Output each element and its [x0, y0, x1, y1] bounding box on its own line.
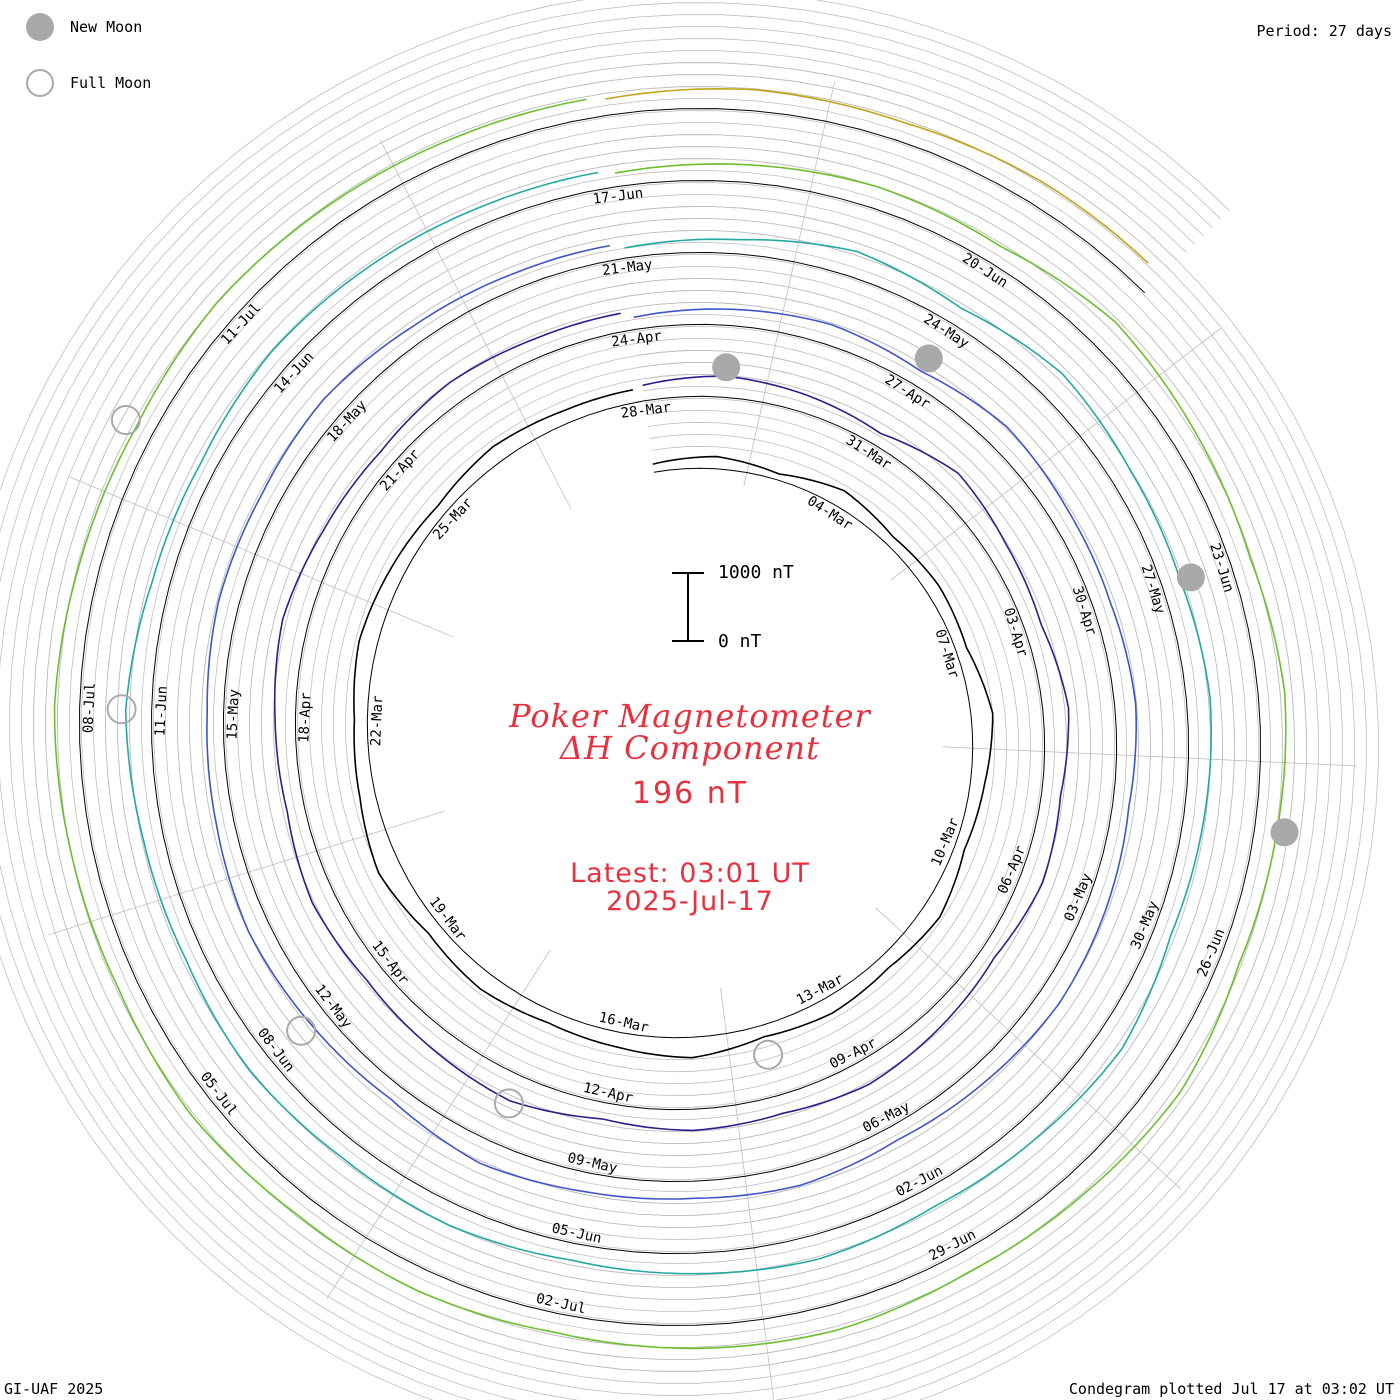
date-label: 18-May	[324, 398, 370, 446]
legend-new-moon-label: New Moon	[70, 18, 143, 36]
date-label: 09-Apr	[827, 1035, 879, 1072]
full-moon-marker	[106, 694, 137, 725]
grid-spoke	[875, 907, 1182, 1190]
series-line-0	[353, 389, 994, 1059]
date-label: 09-May	[566, 1150, 619, 1177]
date-label: 21-May	[601, 257, 653, 279]
grid-spoke	[379, 139, 572, 509]
chart-title: Poker Magnetometer ΔH Component	[390, 700, 990, 764]
grid-spoke	[48, 810, 445, 936]
date-label: 03-May	[1061, 871, 1095, 924]
full-moon-marker	[753, 1039, 784, 1070]
date-label: 05-Jun	[550, 1220, 603, 1247]
full-moon-marker	[110, 405, 141, 435]
grid-ring	[9, 38, 1331, 1396]
date-label: 28-Mar	[620, 400, 672, 422]
series-line-2	[206, 244, 1138, 1200]
date-label: 15-Apr	[368, 938, 411, 988]
date-label: 12-Apr	[582, 1080, 635, 1107]
full-moon-icon	[26, 69, 54, 97]
date-label: 22-Mar	[368, 695, 386, 746]
footer-credit: GI-UAF 2025	[4, 1380, 104, 1398]
date-label: 02-Jul	[534, 1291, 587, 1318]
grid-spoke	[720, 987, 775, 1400]
grid-ring	[0, 26, 1343, 1400]
title-station: Poker Magnetometer	[509, 697, 871, 735]
legend-full-moon-label: Full Moon	[70, 74, 152, 92]
date-label: 06-May	[860, 1099, 912, 1136]
date-label: 15-May	[224, 689, 242, 740]
date-label: 24-Apr	[610, 328, 662, 350]
date-label: 11-Jul	[218, 300, 264, 348]
series-line-5	[605, 87, 1149, 264]
latest-time-line: Latest: 03:01 UT	[570, 858, 810, 889]
series-line-4	[53, 98, 1287, 1350]
scale-top-label: 1000 nT	[718, 562, 794, 583]
new-moon-icon	[26, 13, 54, 41]
new-moon-marker	[1176, 563, 1205, 592]
spokes	[48, 81, 1358, 1400]
footer-plot-time: Condegram plotted Jul 17 at 03:02 UT	[1068, 1380, 1394, 1398]
grid-ring	[0, 2, 1367, 1400]
grid-spoke	[743, 81, 836, 487]
latest-time: Latest: 03:01 UT 2025-Jul-17	[390, 860, 990, 916]
date-label: 05-Jul	[197, 1069, 240, 1119]
date-label: 21-Apr	[377, 446, 423, 494]
new-moon-marker	[1270, 818, 1299, 847]
date-label: 30-May	[1128, 899, 1162, 952]
period-label: Period: 27 days	[1256, 22, 1392, 40]
grid-spoke	[942, 746, 1358, 767]
date-label: 14-Jun	[271, 349, 317, 397]
full-moon-marker	[286, 1015, 317, 1046]
date-label: 08-Jul	[80, 682, 98, 733]
baseline-spiral	[79, 108, 1261, 1326]
date-label: 16-Mar	[597, 1010, 650, 1037]
new-moon-marker	[914, 344, 943, 373]
date-label: 06-Apr	[995, 843, 1029, 896]
date-label: 08-Jun	[254, 1025, 297, 1075]
grid-spoke	[890, 328, 1221, 581]
full-moon-marker	[493, 1088, 524, 1119]
date-label: 17-Jun	[592, 185, 644, 207]
date-label: 04-Mar	[804, 493, 855, 534]
date-label: 29-Jun	[926, 1227, 978, 1264]
date-label: 12-May	[311, 982, 354, 1032]
date-label: 18-Apr	[296, 692, 314, 743]
current-value: 196 nT	[631, 776, 749, 811]
date-label: 25-Mar	[430, 495, 476, 543]
grid-spoke	[69, 476, 453, 638]
moon-markers	[106, 344, 1299, 1119]
title-component: ΔH Component	[559, 729, 821, 767]
latest-date-line: 2025-Jul-17	[606, 886, 774, 917]
scale-bar	[672, 572, 704, 642]
series-lines	[53, 87, 1287, 1350]
date-label: 02-Jun	[893, 1163, 945, 1200]
scale-bottom-label: 0 nT	[718, 631, 762, 652]
grid-ring	[0, 14, 1355, 1400]
series-line-1	[273, 312, 1070, 1132]
baselines	[79, 108, 1261, 1326]
series-line-3	[124, 171, 1213, 1275]
date-label: 26-Jun	[1194, 926, 1228, 979]
legend-full-moon: Full Moon	[26, 68, 151, 98]
legend-new-moon: New Moon	[26, 12, 142, 42]
grid-ring	[21, 50, 1319, 1384]
date-label: 11-Jun	[152, 685, 170, 736]
new-moon-marker	[712, 353, 741, 382]
